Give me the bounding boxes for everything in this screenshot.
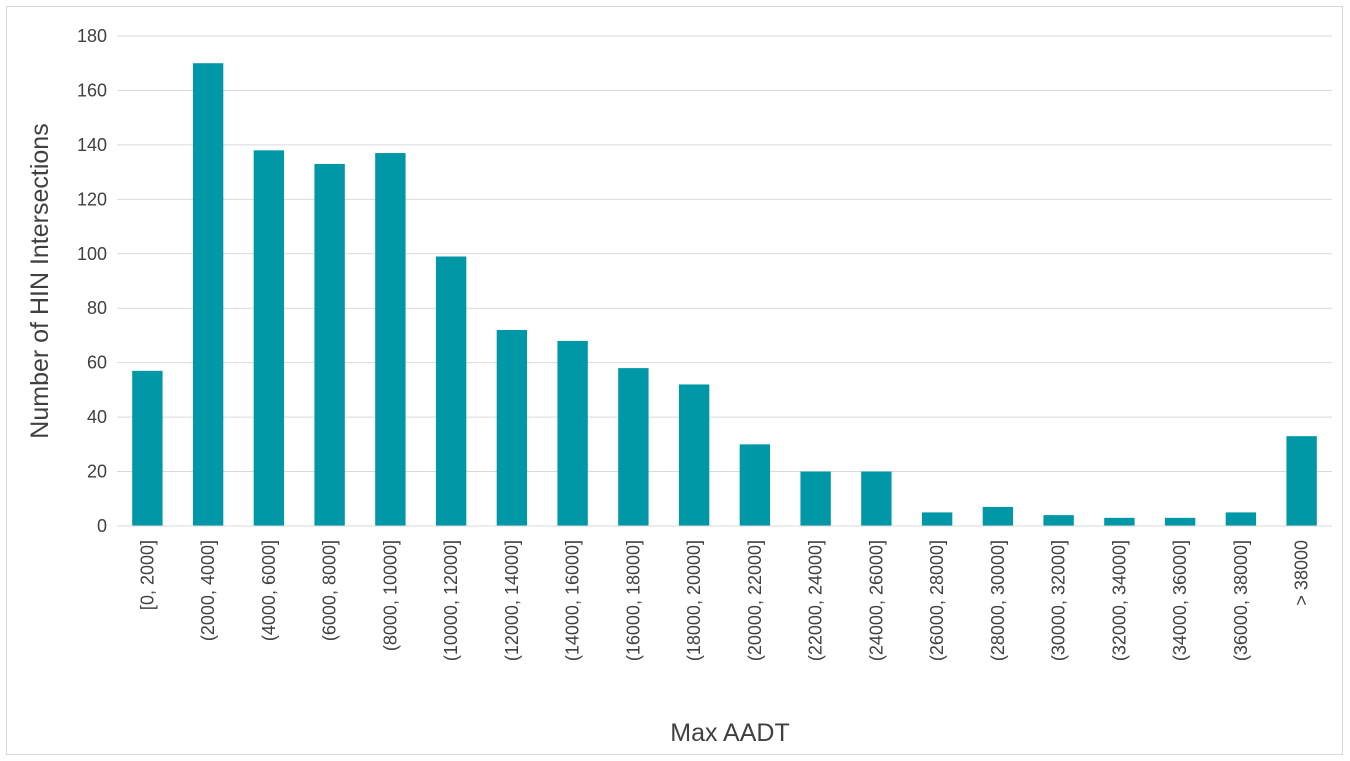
- bar: [1225, 512, 1257, 526]
- x-tick-label: (8000, 10000]: [380, 540, 400, 651]
- bar: [132, 370, 163, 526]
- x-tick-label: (16000, 18000]: [623, 540, 643, 661]
- x-tick-label: (4000, 6000]: [259, 540, 279, 641]
- x-tick-label: (26000, 28000]: [927, 540, 947, 661]
- bar: [1164, 517, 1196, 526]
- bar: [496, 330, 528, 526]
- bar: [800, 471, 831, 526]
- y-tick-label: 180: [77, 26, 107, 46]
- x-tick-label: (30000, 32000]: [1049, 540, 1069, 661]
- y-tick-labels: 0 20 40 60 80 100 120 140 160 180: [77, 26, 107, 536]
- bar: [1286, 436, 1317, 526]
- y-tick-label: 60: [87, 353, 107, 373]
- y-tick-label: 80: [87, 298, 107, 318]
- x-tick-label: (6000, 8000]: [320, 540, 340, 641]
- gridlines: [117, 35, 1332, 473]
- y-tick-label: 160: [77, 80, 107, 100]
- x-tick-label: (24000, 26000]: [866, 540, 886, 661]
- x-axis-title: Max AADT: [670, 719, 789, 747]
- y-tick-label: 120: [77, 189, 107, 209]
- x-tick-label: (28000, 30000]: [988, 540, 1008, 661]
- bar: [678, 384, 710, 526]
- bar: [982, 506, 1014, 526]
- x-tick-labels: [0, 2000] (2000, 4000] (4000, 6000] (6000, …: [137, 540, 1311, 661]
- bar: [1104, 517, 1135, 526]
- x-tick-label: (10000, 12000]: [441, 540, 461, 661]
- y-tick-label: 140: [77, 135, 107, 155]
- bars: [132, 63, 1317, 527]
- x-tick-label: [0, 2000]: [137, 540, 157, 610]
- bar: [375, 153, 406, 527]
- x-tick-label: (36000, 38000]: [1231, 540, 1251, 661]
- bar: [1043, 515, 1074, 526]
- y-tick-label: 100: [77, 244, 107, 264]
- bar: [253, 150, 285, 527]
- bar: [921, 512, 953, 526]
- bar: [435, 256, 467, 526]
- y-tick-label: 20: [87, 462, 107, 482]
- bar: [618, 368, 649, 526]
- y-tick-label: 0: [97, 516, 107, 536]
- bar: [557, 340, 588, 526]
- y-tick-label: 40: [87, 407, 107, 427]
- bar: [314, 163, 345, 526]
- x-tick-label: (14000, 16000]: [563, 540, 583, 661]
- x-tick-label: (18000, 20000]: [684, 540, 704, 661]
- x-tick-label: (32000, 34000]: [1109, 540, 1129, 661]
- bar: [739, 444, 771, 526]
- x-tick-label: (20000, 22000]: [745, 540, 765, 661]
- x-tick-label: (12000, 14000]: [502, 540, 522, 661]
- chart-frame: [6, 6, 1343, 755]
- x-tick-label: > 38000: [1292, 540, 1312, 606]
- bar: [192, 63, 224, 526]
- x-tick-label: (2000, 4000]: [198, 540, 218, 641]
- bar: [861, 471, 892, 526]
- y-axis-title: Number of HIN Intersections: [26, 123, 54, 438]
- x-tick-label: (22000, 24000]: [806, 540, 826, 661]
- x-tick-label: (34000, 36000]: [1170, 540, 1190, 661]
